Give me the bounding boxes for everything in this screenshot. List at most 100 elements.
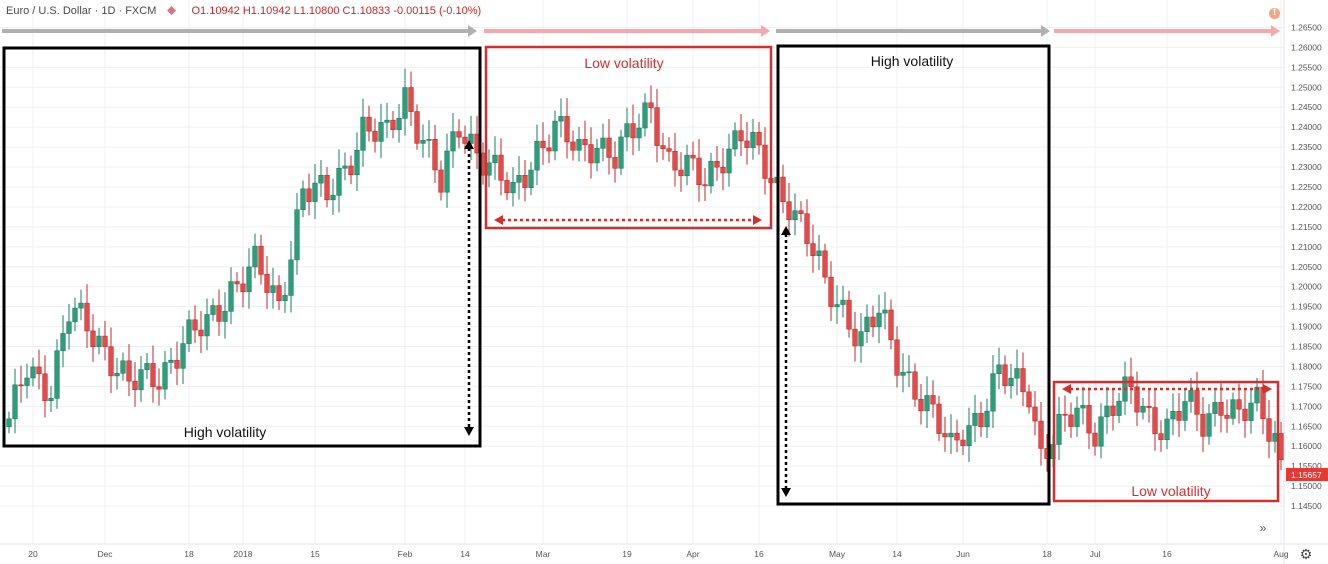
- candle-up: [54, 350, 60, 399]
- candle-down: [942, 433, 948, 438]
- candle-up: [222, 311, 228, 322]
- candle-down: [1158, 433, 1164, 441]
- time-tick-label: Jul: [1090, 549, 1101, 559]
- candle-down: [1110, 405, 1116, 416]
- candle-up: [528, 169, 534, 188]
- price-tick-label: 1.21500: [1291, 222, 1322, 232]
- candle-down: [702, 184, 708, 187]
- symbol-title[interactable]: Euro / U.S. Dollar · 1D · FXCM: [6, 5, 157, 17]
- candle-up: [948, 432, 954, 438]
- diamond-icon: [167, 6, 177, 15]
- candle-up: [138, 369, 144, 391]
- candle-down: [936, 403, 942, 434]
- candle-down: [918, 398, 924, 412]
- candle-down: [366, 116, 372, 132]
- candle-up: [228, 281, 234, 312]
- candle-up: [1104, 405, 1110, 418]
- candle-down: [1176, 411, 1182, 421]
- candle-up: [816, 250, 822, 257]
- price-tick-label: 1.26000: [1291, 42, 1322, 52]
- candle-up: [1212, 402, 1218, 414]
- candle-up: [1182, 401, 1188, 421]
- candle-up: [12, 384, 18, 420]
- candle-up: [204, 314, 210, 337]
- candle-up: [1188, 390, 1194, 402]
- price-axis[interactable]: 1.14500 1.15000 1.15500 1.16000 1.16500 1.170…: [1283, 0, 1322, 564]
- candle-down: [1278, 433, 1284, 461]
- candle-up: [906, 371, 912, 374]
- candle-down: [234, 281, 240, 285]
- price-tick-label: 1.22500: [1291, 182, 1322, 192]
- candle-up: [360, 116, 366, 151]
- candle-up: [1080, 405, 1086, 409]
- candle-up: [966, 425, 972, 447]
- candle-up: [618, 136, 624, 169]
- candle-up: [1254, 386, 1260, 404]
- candle-up: [876, 312, 882, 328]
- gear-icon[interactable]: ⚙: [1299, 546, 1313, 562]
- candle-up: [294, 209, 300, 261]
- candle-up: [318, 174, 324, 184]
- candle-down: [762, 144, 768, 179]
- candle-down: [648, 102, 654, 108]
- candle-up: [378, 122, 384, 142]
- candle-down: [756, 132, 762, 146]
- candle-up: [750, 132, 756, 148]
- candle-up: [402, 87, 408, 119]
- candle-down: [498, 154, 504, 181]
- candle-down: [672, 151, 678, 171]
- candle-down: [1038, 420, 1044, 449]
- candle-down: [90, 330, 96, 348]
- candle-down: [1092, 432, 1098, 447]
- candle-up: [384, 119, 390, 123]
- candle-down: [852, 328, 858, 347]
- candle-down: [894, 339, 900, 376]
- candle-up: [864, 316, 870, 332]
- scroll-right-icon[interactable]: »: [1259, 521, 1267, 535]
- time-tick-label: 15: [310, 549, 320, 559]
- range-arrow-3-head-top: [781, 226, 791, 235]
- candle-down: [690, 154, 696, 159]
- candle-up: [66, 321, 72, 334]
- range-arrow-2-head-right: [753, 215, 762, 225]
- candle-up: [792, 210, 798, 221]
- price-tick-label: 1.15000: [1291, 481, 1322, 491]
- candle-up: [636, 127, 642, 139]
- candle-up: [834, 304, 840, 307]
- candle-down: [324, 174, 330, 201]
- range-arrow-1-head-top: [464, 140, 474, 149]
- candle-down: [372, 130, 378, 142]
- candle-down: [606, 137, 612, 158]
- candle-down: [1146, 405, 1152, 408]
- price-tick-label: 1.25000: [1291, 82, 1322, 92]
- candle-up: [288, 259, 294, 296]
- candle-down: [978, 412, 984, 428]
- candle-up: [72, 307, 78, 323]
- time-axis[interactable]: 20 Dec 18 2018 15 Feb 14 Mar 19 Apr 16 May 14 Jun 18 Ju…: [0, 543, 1328, 559]
- price-tick-label: 1.20000: [1291, 282, 1322, 292]
- candle-up: [6, 418, 12, 428]
- candle-up: [186, 319, 192, 344]
- time-tick-label: 20: [28, 549, 38, 559]
- candle-up: [1098, 416, 1104, 447]
- candle-down: [1152, 407, 1158, 434]
- candle-down: [36, 366, 42, 375]
- candle-down: [42, 373, 48, 402]
- candle-down: [1200, 414, 1206, 437]
- candle-up: [210, 305, 216, 315]
- candle-up: [726, 148, 732, 174]
- alert-icon[interactable]: !: [1269, 8, 1280, 19]
- candle-up: [492, 154, 498, 164]
- range-arrow-1-head-bottom: [464, 427, 474, 436]
- candle-up: [990, 373, 996, 412]
- candle-down: [654, 107, 660, 146]
- period-arrow-1-head: [468, 25, 477, 37]
- candle-up: [330, 195, 336, 201]
- time-tick-label: 14: [892, 549, 902, 559]
- candle-down: [132, 380, 138, 391]
- time-tick-label: 2018: [234, 549, 253, 559]
- candle-down: [1134, 386, 1140, 413]
- candle-up: [1074, 407, 1080, 427]
- candle-down: [102, 335, 108, 347]
